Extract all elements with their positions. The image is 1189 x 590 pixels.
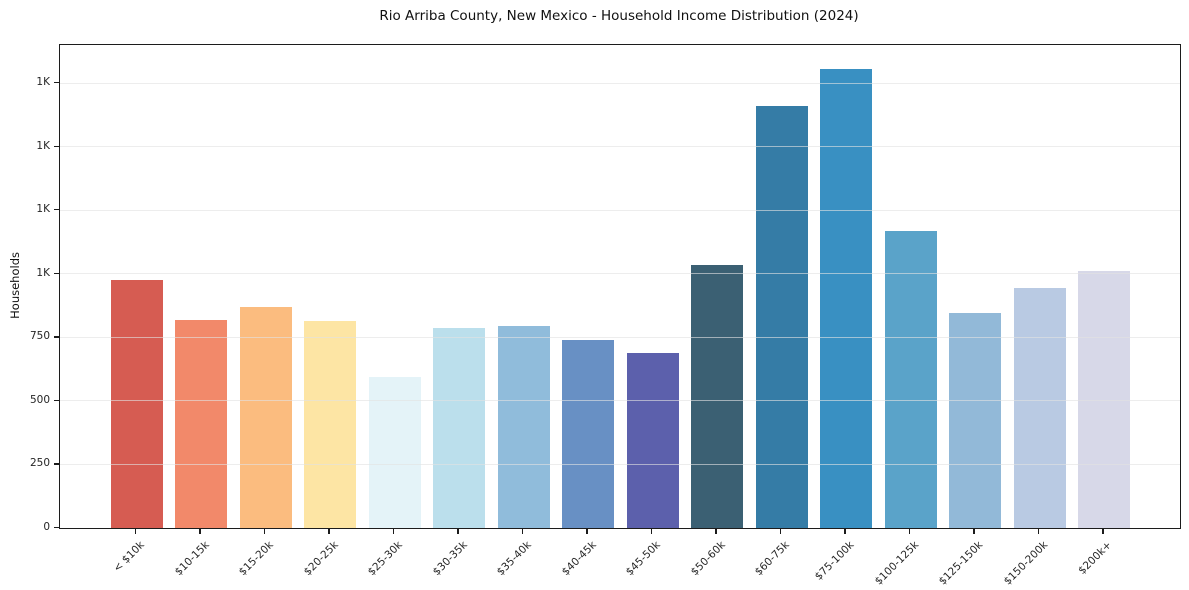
- x-tick-mark: [199, 528, 201, 534]
- x-tick-label: $200k+: [1076, 539, 1115, 577]
- x-tick-mark: [328, 528, 330, 534]
- bar-125-150k: [949, 313, 1001, 528]
- y-tick-label: 250: [29, 457, 50, 470]
- x-tick-label: $125-150k: [936, 539, 986, 588]
- x-tick-mark: [715, 528, 717, 534]
- bar-35-40k: [497, 325, 550, 528]
- gridline: [60, 400, 1180, 402]
- x-tick-mark: [521, 528, 524, 534]
- x-tick-label: $10-15k: [172, 539, 212, 579]
- y-tick-label: 1K: [36, 76, 50, 89]
- gridline: [60, 273, 1180, 275]
- x-tick-label: $45-50k: [623, 539, 663, 579]
- y-tick-label: 1K: [36, 266, 50, 279]
- y-tick-label: 0: [43, 521, 50, 533]
- gridline: [60, 82, 1180, 84]
- x-tick-mark: [973, 528, 975, 534]
- bar-10-15k: [175, 319, 227, 528]
- bar-45-50k: [626, 352, 679, 528]
- gridline: [60, 146, 1180, 148]
- x-tick-label: $40-45k: [559, 539, 599, 579]
- chart-title: Rio Arriba County, New Mexico - Househol…: [379, 8, 859, 24]
- bar-20-25k: [304, 320, 356, 528]
- y-tick-label: 1K: [36, 203, 50, 216]
- y-tick-label: 1K: [36, 139, 50, 152]
- y-tick-mark: [54, 336, 59, 338]
- x-tick-label: $100-125k: [872, 539, 921, 588]
- x-axis-labels: < $10k $10-15k $15-20k $20-25k $25-30k $30-35…: [59, 530, 1179, 590]
- x-tick-label: $150-200k: [1001, 539, 1050, 588]
- x-tick-mark: [1037, 528, 1040, 534]
- bar-40-45k: [562, 339, 614, 528]
- y-tick-mark: [54, 82, 59, 84]
- x-tick-mark: [392, 528, 395, 534]
- bar-60-75k: [755, 106, 808, 528]
- y-tick-mark: [54, 527, 59, 529]
- bar-50-60k: [691, 264, 743, 528]
- y-tick-mark: [54, 209, 59, 211]
- x-tick-mark: [844, 528, 846, 534]
- bar-10k: [110, 280, 163, 528]
- x-tick-label: $60-75k: [752, 539, 792, 579]
- bar-200k: [1078, 271, 1130, 528]
- plot-area: [59, 44, 1181, 529]
- x-tick-label: < $10k: [111, 539, 147, 575]
- x-tick-mark: [779, 528, 782, 534]
- x-tick-label: $30-35k: [430, 539, 470, 579]
- x-tick-mark: [134, 528, 137, 534]
- gridline: [60, 463, 1180, 465]
- y-axis-title: Households: [2, 44, 28, 527]
- x-tick-mark: [457, 528, 459, 534]
- gridline: [60, 336, 1180, 338]
- y-tick-mark: [54, 272, 59, 274]
- x-tick-label: $25-30k: [365, 539, 405, 579]
- x-tick-label: $75-100k: [812, 539, 857, 583]
- y-axis-title-text: Households: [8, 252, 22, 319]
- gridline: [60, 209, 1180, 211]
- x-tick-mark: [908, 528, 911, 534]
- bar-150-200k: [1013, 287, 1066, 528]
- y-tick-label: 500: [29, 393, 50, 406]
- x-tick-mark: [586, 528, 588, 534]
- y-tick-mark: [54, 463, 59, 465]
- x-tick-label: $20-25k: [301, 539, 341, 579]
- bar-75-100k: [820, 69, 872, 528]
- bar-15-20k: [239, 306, 292, 528]
- x-tick-label: $35-40k: [494, 539, 534, 579]
- bar-30-35k: [433, 328, 485, 528]
- bar-25-30k: [368, 376, 421, 528]
- x-tick-label: $50-60k: [688, 539, 728, 579]
- y-tick-mark: [54, 399, 59, 402]
- x-tick-mark: [1102, 528, 1104, 534]
- bar-100-125k: [884, 230, 937, 528]
- y-tick-label: 750: [29, 330, 50, 343]
- x-tick-mark: [263, 528, 266, 534]
- x-tick-mark: [650, 528, 653, 534]
- y-tick-mark: [54, 145, 59, 147]
- x-tick-label: $15-20k: [236, 539, 276, 579]
